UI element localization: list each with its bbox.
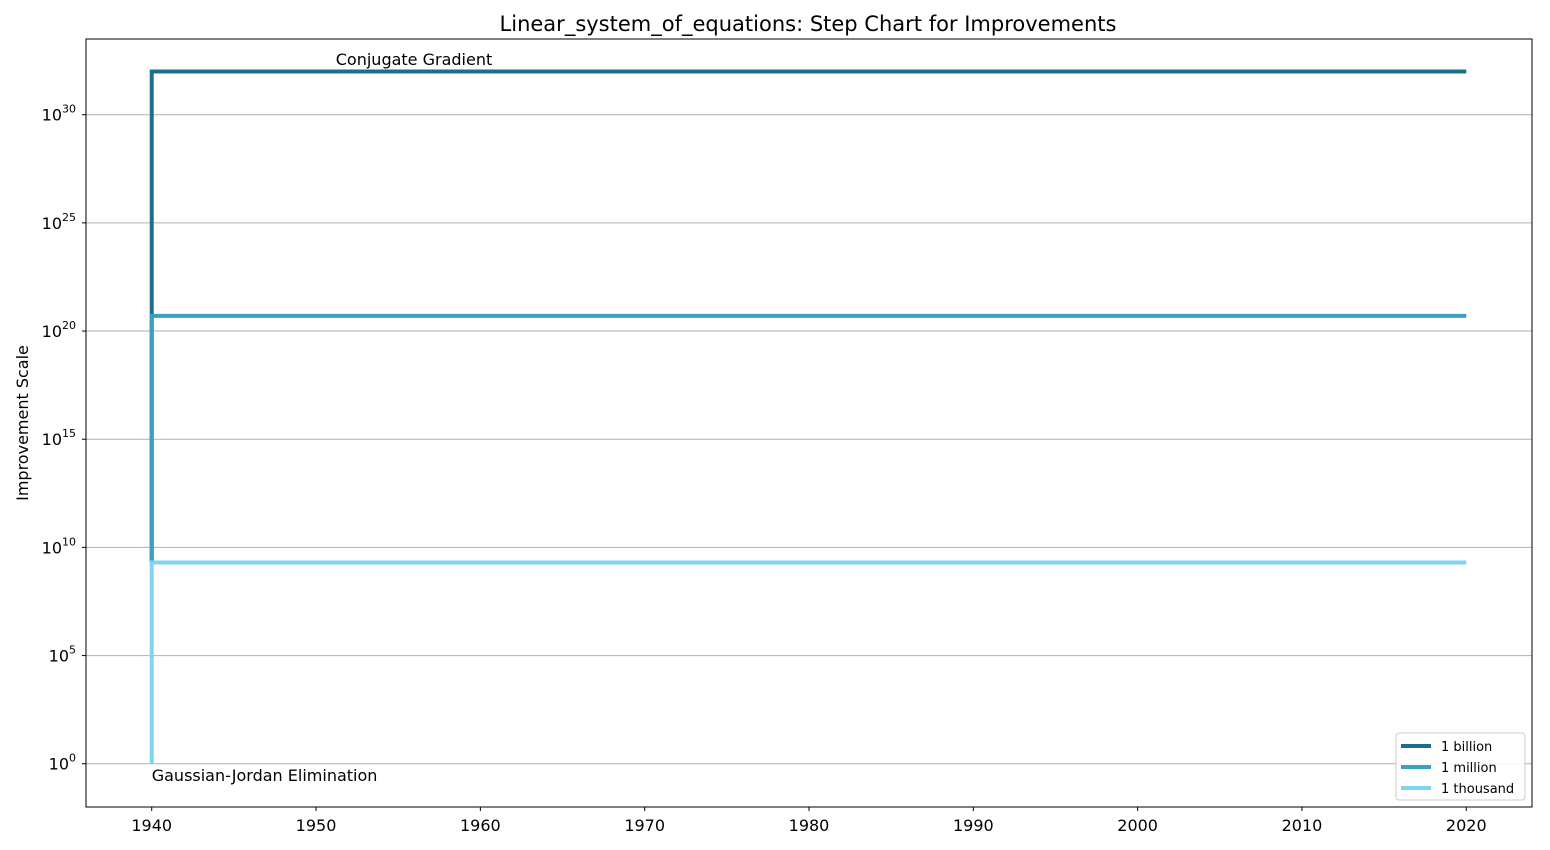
x-tick-label: 1950 <box>296 816 337 835</box>
legend-label: 1 thousand <box>1441 782 1514 797</box>
y-axis-label: Improvement Scale <box>13 345 32 501</box>
legend-box <box>1395 732 1526 801</box>
x-tick-label: 1960 <box>460 816 501 835</box>
y-tick-base: 10 <box>42 430 62 449</box>
y-tick-base: 10 <box>49 647 69 666</box>
annotation-label: Conjugate Gradient <box>336 50 493 69</box>
y-tick-label: 1020 <box>42 319 76 341</box>
x-tick-label: 2010 <box>1282 816 1323 835</box>
x-tick-label: 1980 <box>789 816 830 835</box>
x-axis: 1940 1950 1960 1970 1980 1990 2000 2010 2020 <box>131 807 1487 835</box>
annotation-label: Gaussian-Jordan Elimination <box>152 766 378 785</box>
y-tick-base: 10 <box>42 214 62 233</box>
y-tick-exponent: 20 <box>62 319 76 332</box>
x-tick-label: 1990 <box>953 816 994 835</box>
y-tick-base: 10 <box>42 106 62 125</box>
x-tick-label: 1940 <box>131 816 172 835</box>
y-tick-label: 1010 <box>42 535 76 557</box>
y-tick-exponent: 10 <box>62 535 76 548</box>
legend-label: 1 million <box>1441 761 1497 776</box>
y-tick-exponent: 30 <box>62 103 76 116</box>
series-lines <box>149 69 1467 764</box>
grid-lines <box>86 114 1532 765</box>
x-tick-label: 2020 <box>1446 816 1487 835</box>
y-tick-base: 10 <box>42 538 62 557</box>
y-tick-label: 105 <box>49 644 76 666</box>
y-tick-base: 10 <box>42 322 62 341</box>
legend: 1 billion 1 million 1 thousand <box>1395 732 1526 801</box>
y-tick-exponent: 25 <box>62 211 76 224</box>
x-tick-label: 1970 <box>624 816 665 835</box>
x-tick-label: 2000 <box>1117 816 1158 835</box>
series-line-1 <box>149 313 1467 563</box>
y-tick-label: 1030 <box>42 103 76 125</box>
y-tick-exponent: 5 <box>69 644 76 657</box>
y-tick-label: 1025 <box>42 211 76 233</box>
y-tick-exponent: 0 <box>69 752 76 765</box>
chart-title: Linear_system_of_equations: Step Chart f… <box>500 12 1117 37</box>
y-tick-exponent: 15 <box>62 427 76 440</box>
y-tick-label: 1015 <box>42 427 76 449</box>
plot-frame <box>85 38 1533 808</box>
y-tick-label: 100 <box>49 752 76 774</box>
legend-label: 1 billion <box>1441 740 1492 755</box>
series-line-2 <box>149 560 1467 764</box>
annotations: Conjugate Gradient Gaussian-Jordan Elimin… <box>152 50 493 785</box>
y-tick-base: 10 <box>49 755 69 774</box>
